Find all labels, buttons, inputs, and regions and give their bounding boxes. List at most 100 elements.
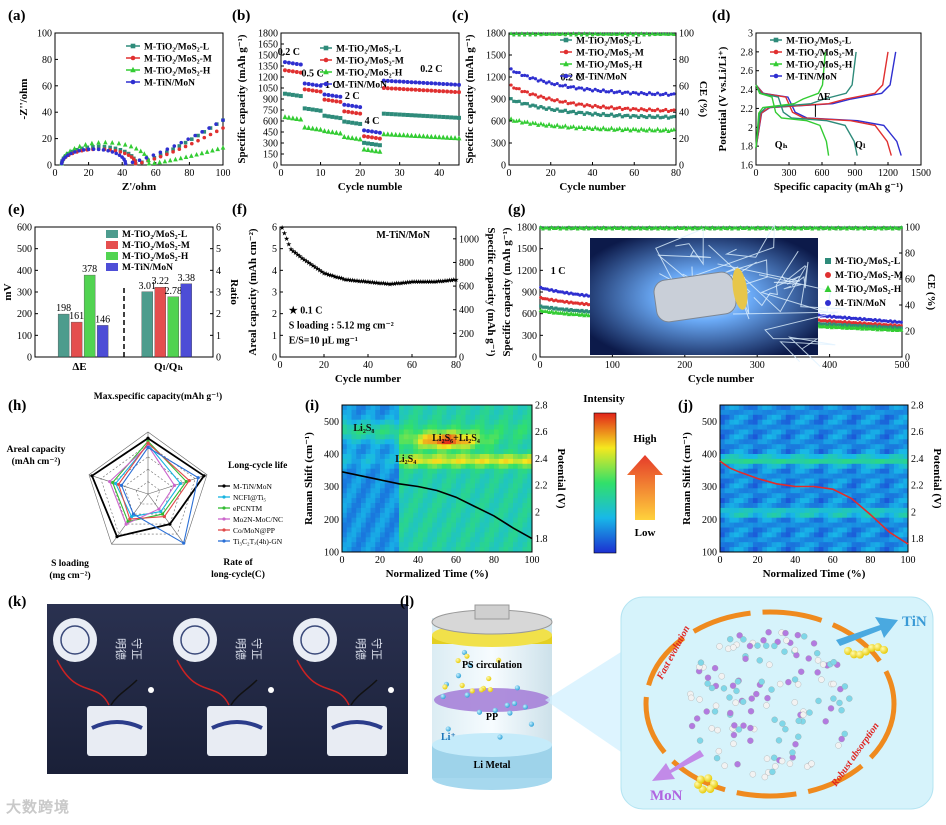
heat-cell	[870, 493, 875, 498]
data-point	[390, 79, 394, 83]
heat-cell	[786, 430, 791, 435]
heat-cell	[748, 513, 753, 518]
heat-cell	[342, 503, 347, 508]
heat-cell	[432, 405, 437, 410]
data-point	[648, 107, 651, 110]
heat-cell	[805, 444, 810, 449]
heat-cell	[466, 469, 471, 474]
panel-label: (b)	[232, 8, 250, 24]
data-point	[398, 113, 402, 117]
heat-cell	[758, 542, 763, 547]
heat-cell	[447, 508, 452, 513]
heat-cell	[809, 523, 814, 528]
data-point	[334, 99, 338, 103]
data-point	[596, 105, 599, 108]
heat-cell	[423, 464, 428, 469]
data-point	[200, 130, 204, 134]
y-tick-label: 400	[702, 450, 717, 461]
heat-cell	[786, 469, 791, 474]
data-point	[390, 112, 394, 116]
y-tick-label: 80	[42, 55, 52, 66]
heat-cell	[437, 415, 442, 420]
heat-cell	[748, 528, 753, 533]
heat-cell	[475, 420, 480, 425]
heat-cell	[809, 532, 814, 537]
heat-cell	[870, 439, 875, 444]
heat-cell	[847, 537, 852, 542]
heat-cell	[753, 488, 758, 493]
heat-cell	[772, 449, 777, 454]
x-tick-label: 1200	[878, 168, 898, 179]
heat-cell	[842, 420, 847, 425]
data-point	[287, 61, 291, 65]
heat-cell	[800, 498, 805, 503]
heat-cell	[375, 459, 380, 464]
heat-cell	[819, 479, 824, 484]
heat-cell	[404, 508, 409, 513]
heat-cell	[729, 479, 734, 484]
heat-cell	[781, 474, 786, 479]
data-point	[642, 108, 645, 111]
heat-cell	[428, 405, 433, 410]
heat-cell	[418, 454, 423, 459]
heat-cell	[720, 503, 725, 508]
data-point	[338, 100, 342, 104]
heat-cell	[809, 420, 814, 425]
heat-cell	[729, 503, 734, 508]
heat-cell	[767, 469, 772, 474]
heat-cell	[461, 449, 466, 454]
y-tick-label: 1500	[486, 51, 506, 62]
heat-cell	[380, 532, 385, 537]
data-point	[69, 152, 73, 156]
heat-cell	[725, 410, 730, 415]
legend-entry: M-TiN/MoN	[576, 73, 627, 83]
heat-cell	[800, 464, 805, 469]
heat-cell	[772, 518, 777, 523]
y-tick-label: 100	[702, 548, 717, 559]
data-point	[449, 135, 454, 140]
heat-cell	[461, 454, 466, 459]
heat-cell	[466, 479, 471, 484]
heat-cell	[838, 439, 843, 444]
heat-cell	[375, 513, 380, 518]
heat-cell	[823, 434, 828, 439]
heat-cell	[442, 449, 447, 454]
heat-cell	[800, 503, 805, 508]
panel-label: (i)	[305, 398, 319, 414]
heat-cell	[504, 454, 509, 459]
heat-cell	[375, 488, 380, 493]
heat-cell	[356, 469, 361, 474]
heat-cell	[720, 542, 725, 547]
y-tick-label: 1800	[486, 29, 506, 40]
heat-cell	[399, 479, 404, 484]
data-point	[417, 81, 421, 85]
heat-cell	[366, 483, 371, 488]
heat-cell	[485, 542, 490, 547]
data-point	[670, 93, 673, 96]
heat-cell	[466, 523, 471, 528]
legend-entry: Co/MoN@PP	[233, 526, 275, 535]
data-point	[825, 272, 831, 278]
data-point	[561, 84, 564, 87]
heat-cell	[480, 444, 485, 449]
heat-cell	[394, 528, 399, 533]
y-tick-label: 300	[17, 288, 32, 299]
heat-cell	[423, 518, 428, 523]
data-point	[413, 80, 417, 84]
heat-cell	[795, 459, 800, 464]
data-point	[556, 82, 559, 85]
heat-cell	[437, 483, 442, 488]
data-point	[642, 92, 645, 95]
heat-cell	[513, 415, 518, 420]
heat-cell	[513, 434, 518, 439]
heat-cell	[409, 488, 414, 493]
heat-cell	[739, 449, 744, 454]
heat-cell	[342, 498, 347, 503]
data-point	[656, 91, 659, 94]
heat-cell	[499, 454, 504, 459]
x-tick-label: 300	[782, 168, 797, 179]
heat-cell	[432, 420, 437, 425]
heat-cell	[361, 493, 366, 498]
heat-cell	[725, 498, 730, 503]
heat-cell	[767, 513, 772, 518]
